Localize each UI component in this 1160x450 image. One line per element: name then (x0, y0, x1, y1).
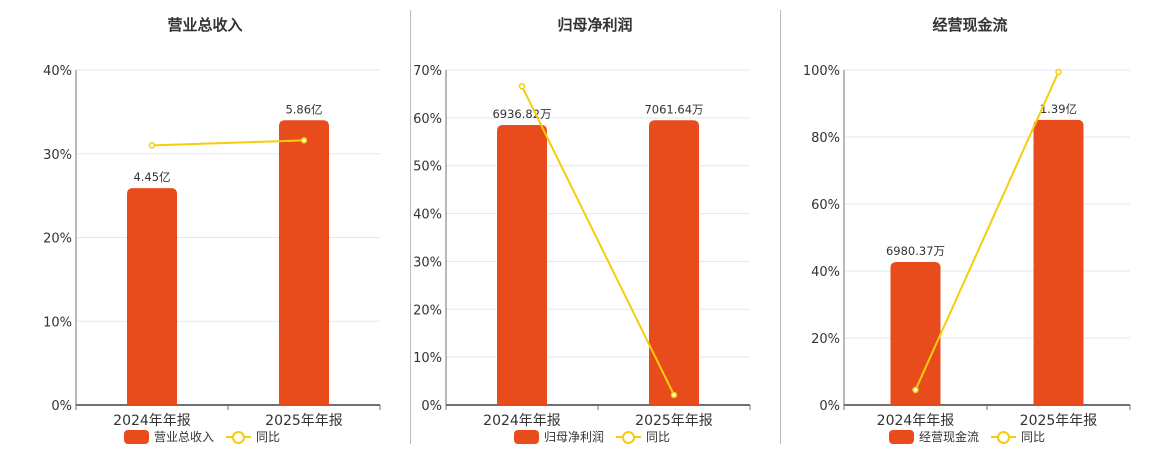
y-tick-label: 80% (811, 131, 840, 146)
line-point[interactable] (670, 391, 678, 399)
bar-swatch-icon (513, 429, 539, 444)
chart-panel-revenue: 营业总收入 0% 10% 20% 30% 40% 4.45亿 2024年年报 5.86亿 202… (0, 0, 410, 450)
y-tick-label: 40% (811, 265, 840, 280)
y-tick-label: 0% (819, 399, 840, 414)
legend-label: 归母净利润 (543, 430, 604, 444)
y-tick-label: 30% (43, 148, 72, 163)
bar[interactable] (497, 125, 547, 406)
bar-value-label: 6980.37万 (886, 244, 945, 258)
chart-plot: 0% 10% 20% 30% 40% 4.45亿 2024年年报 5.86亿 2025年年报 (43, 64, 381, 429)
legend-label: 经营现金流 (918, 430, 979, 444)
x-tick-label: 2024年年报 (113, 413, 191, 429)
chart-panel-operating-cashflow: 经营现金流 0% 20% 40% 60% 80% 100% 6980.37万 2024年年报 1… (780, 0, 1160, 450)
y-tick-label: 10% (413, 351, 442, 366)
y-tick-label: 0% (421, 399, 442, 414)
chart-plot: 0% 10% 20% 30% 40% 50% 60% 70% 6936.82万 2024年年报 70… (413, 64, 751, 429)
legend-item-line[interactable]: 同比 (616, 428, 670, 445)
y-tick-label: 0% (51, 399, 72, 414)
bar-value-label: 4.45亿 (133, 170, 170, 184)
line-point[interactable] (518, 83, 526, 90)
x-tick-label: 2025年年报 (1020, 413, 1098, 429)
legend-item-bar[interactable]: 归母净利润 (513, 428, 604, 445)
legend-label: 同比 (1021, 430, 1046, 444)
x-tick-label: 2025年年报 (635, 413, 713, 429)
bar-value-label: 6936.82万 (492, 107, 551, 121)
y-tick-label: 30% (413, 255, 442, 270)
legend-label: 同比 (646, 430, 671, 444)
y-tick-label: 60% (811, 198, 840, 213)
bar-swatch-icon (123, 429, 149, 444)
chart-title: 经营现金流 (932, 16, 1008, 34)
legend-label: 营业总收入 (153, 430, 214, 444)
legend-item-bar[interactable]: 营业总收入 (123, 428, 214, 445)
yoy-line (521, 85, 675, 396)
line-point[interactable] (300, 137, 308, 144)
y-tick-label: 20% (43, 232, 72, 247)
bar[interactable] (279, 120, 329, 405)
chart-plot: 0% 20% 40% 60% 80% 100% 6980.37万 2024年年报 1.39亿 20… (803, 64, 1131, 429)
line-point[interactable] (912, 386, 919, 394)
y-tick-label: 50% (413, 160, 442, 175)
chart-legend: 经营现金流 同比 (780, 428, 1160, 445)
bar-value-label: 1.39亿 (1040, 102, 1077, 116)
line-point[interactable] (148, 142, 156, 149)
legend-item-bar[interactable]: 经营现金流 (888, 428, 979, 445)
x-tick-label: 2024年年报 (877, 413, 955, 429)
yoy-line (914, 71, 1060, 391)
bar-value-label: 5.86亿 (285, 102, 322, 116)
chart-panel-net-profit: 归母净利润 0% 10% 20% 30% 40% 50% 60% 70% 6936.82万 202… (410, 0, 780, 450)
yoy-line (151, 139, 305, 147)
bar[interactable] (127, 188, 177, 405)
x-tick-label: 2025年年报 (265, 413, 343, 429)
line-marker-icon (226, 430, 251, 444)
line-point[interactable] (1055, 68, 1062, 76)
bar[interactable] (649, 120, 699, 405)
line-marker-icon (991, 430, 1016, 444)
bar[interactable] (1033, 119, 1084, 405)
bar[interactable] (890, 261, 941, 405)
panel-divider (780, 10, 781, 444)
y-tick-label: 40% (413, 208, 442, 223)
legend-item-line[interactable]: 同比 (226, 428, 280, 445)
chart-legend: 营业总收入 同比 (0, 428, 410, 445)
y-tick-label: 20% (811, 332, 840, 347)
y-tick-label: 70% (413, 64, 442, 79)
y-tick-label: 100% (803, 64, 840, 79)
bar-value-label: 7061.64万 (644, 102, 703, 116)
line-marker-icon (616, 430, 641, 444)
legend-item-line[interactable]: 同比 (991, 428, 1045, 445)
y-tick-label: 10% (43, 315, 72, 330)
y-tick-label: 60% (413, 112, 442, 127)
chart-title: 归母净利润 (557, 16, 633, 34)
panel-divider (410, 10, 411, 444)
legend-label: 同比 (256, 430, 281, 444)
x-tick-label: 2024年年报 (483, 413, 561, 429)
chart-legend: 归母净利润 同比 (410, 428, 780, 445)
chart-title: 营业总收入 (167, 16, 243, 34)
bar-swatch-icon (888, 429, 914, 444)
y-tick-label: 20% (413, 303, 442, 318)
y-tick-label: 40% (43, 64, 72, 79)
